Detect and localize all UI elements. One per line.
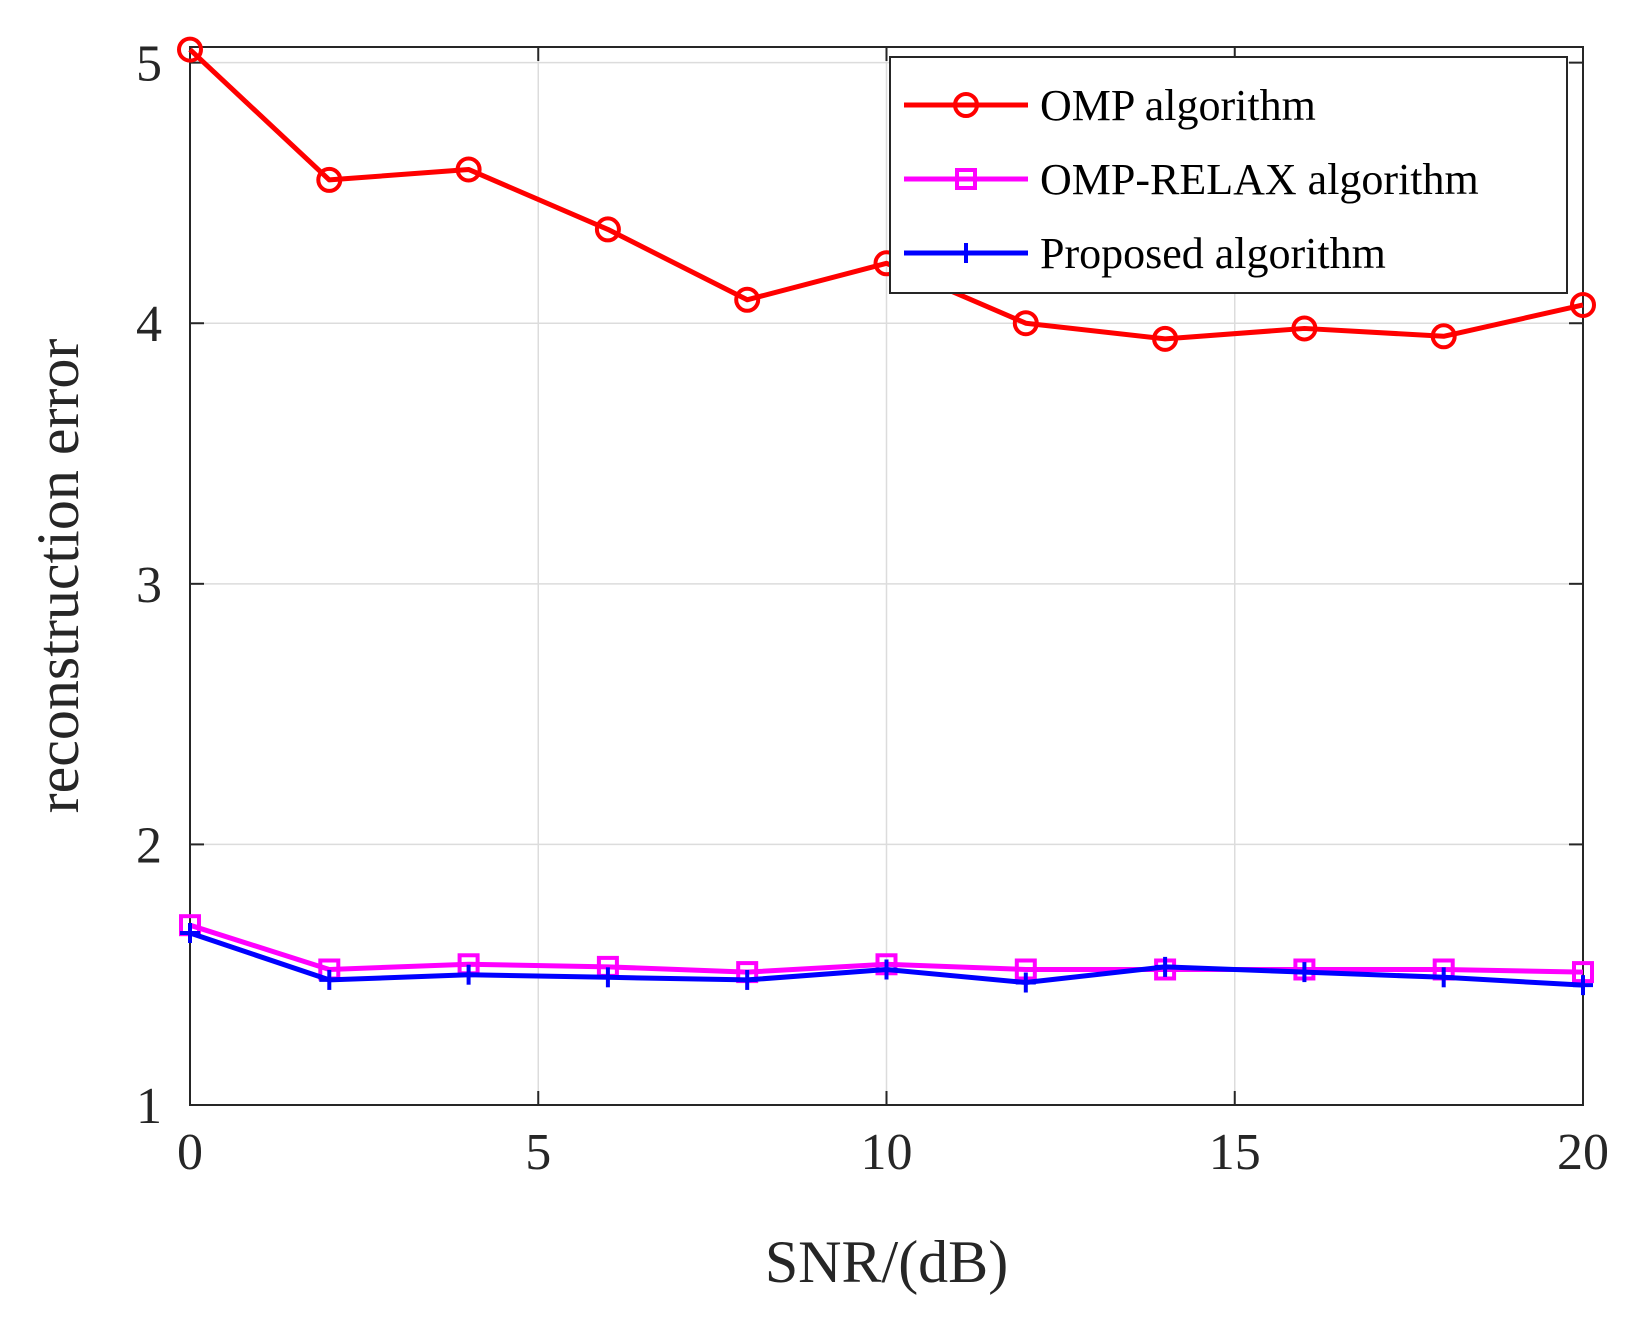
data-point bbox=[455, 156, 482, 183]
data-point bbox=[734, 286, 761, 313]
y-axis-label: reconstruction error bbox=[25, 339, 91, 814]
data-point bbox=[1294, 962, 1315, 983]
data-point bbox=[594, 216, 621, 243]
y-tick-label: 1 bbox=[136, 1078, 162, 1135]
data-point bbox=[1570, 291, 1596, 318]
x-tick-label: 0 bbox=[177, 1124, 203, 1181]
x-tick-label: 15 bbox=[1209, 1124, 1261, 1181]
data-point bbox=[1155, 956, 1176, 977]
legend-label: OMP algorithm bbox=[1040, 81, 1316, 130]
data-point bbox=[876, 959, 897, 980]
data-point bbox=[319, 969, 340, 990]
y-tick-label: 4 bbox=[136, 296, 162, 353]
y-tick-label: 3 bbox=[136, 557, 162, 614]
data-point bbox=[180, 923, 200, 944]
legend-marker bbox=[956, 243, 976, 263]
series-line bbox=[188, 47, 1584, 342]
x-tick-label: 10 bbox=[861, 1124, 913, 1181]
data-point bbox=[597, 967, 618, 988]
legend: OMP algorithm OMP-RELAX algorithm Proposed… bbox=[889, 56, 1568, 294]
legend-label: Proposed algorithm bbox=[1040, 229, 1386, 278]
data-point bbox=[1433, 967, 1454, 988]
data-point bbox=[177, 36, 203, 63]
data-point bbox=[1012, 310, 1039, 337]
data-point bbox=[1015, 972, 1036, 993]
data-point bbox=[1430, 323, 1457, 350]
data-point bbox=[737, 969, 758, 990]
series-layer bbox=[177, 36, 1596, 996]
data-point bbox=[458, 964, 479, 985]
legend-marker bbox=[955, 168, 977, 190]
axis-ticks bbox=[189, 47, 1584, 1106]
x-axis-label: SNR/(dB) bbox=[765, 1229, 1008, 1295]
data-point bbox=[316, 166, 343, 193]
x-tick-label: 5 bbox=[525, 1124, 551, 1181]
data-point bbox=[1573, 975, 1593, 996]
data-point bbox=[1291, 315, 1318, 342]
legend-marker bbox=[953, 92, 979, 118]
x-tick-label: 20 bbox=[1557, 1124, 1609, 1181]
series-proposed-algorithm bbox=[180, 923, 1593, 996]
legend-label: OMP-RELAX algorithm bbox=[1040, 155, 1479, 204]
tick-labels: 0 5 10 15 20 1 2 3 4 5 bbox=[136, 36, 1609, 1181]
y-tick-label: 5 bbox=[136, 36, 162, 93]
data-point bbox=[1152, 325, 1179, 352]
y-tick-label: 2 bbox=[136, 817, 162, 874]
